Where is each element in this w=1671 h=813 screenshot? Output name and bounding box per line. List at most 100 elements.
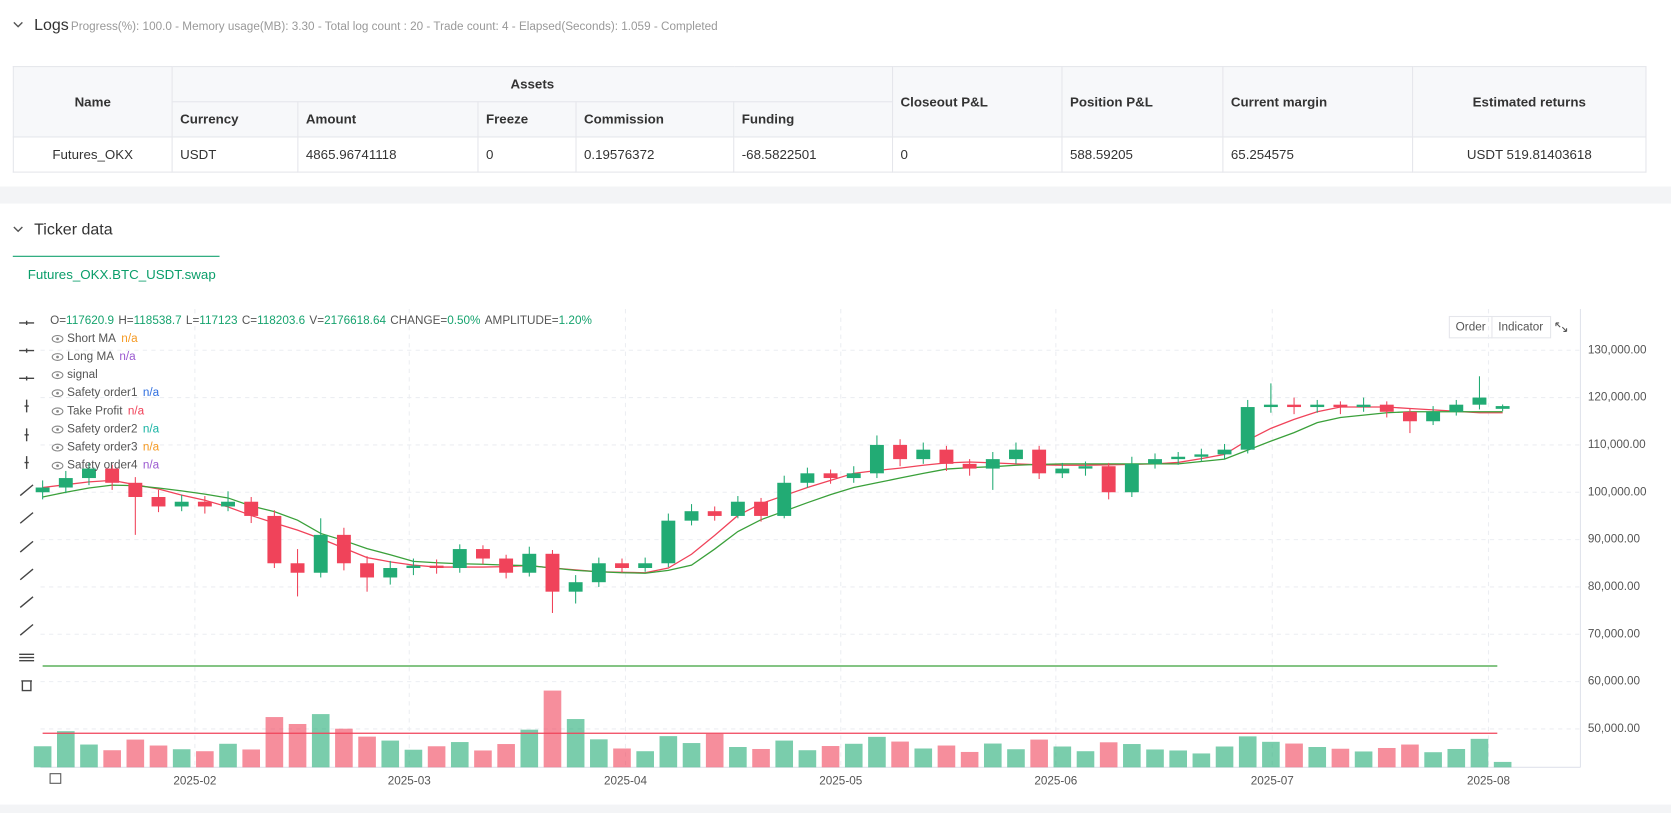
info-label: AMPLITUDE= bbox=[485, 314, 559, 327]
candle-body bbox=[823, 473, 838, 479]
legend-entry: Long MA n/a bbox=[67, 350, 136, 363]
candle-body bbox=[1240, 407, 1255, 450]
volume-bar bbox=[196, 751, 214, 768]
candle-body bbox=[128, 482, 143, 497]
tool-icon[interactable] bbox=[19, 484, 34, 497]
volume-bar bbox=[543, 690, 562, 768]
indicator-button[interactable] bbox=[1491, 315, 1552, 339]
candle-body bbox=[754, 501, 768, 516]
volume-bar bbox=[474, 750, 492, 768]
calendar-icon[interactable] bbox=[49, 773, 62, 784]
volume-bar bbox=[1493, 761, 1512, 768]
collapse-icon[interactable] bbox=[12, 19, 25, 30]
eye-icon[interactable] bbox=[51, 334, 64, 343]
volume-bar bbox=[1308, 747, 1327, 768]
candle-body bbox=[1217, 449, 1232, 455]
volume-bar bbox=[613, 748, 631, 768]
tool-icon[interactable] bbox=[19, 596, 34, 608]
candle-body bbox=[1101, 466, 1116, 493]
info-label: V= bbox=[309, 314, 324, 327]
volume-bar bbox=[752, 748, 770, 768]
fullscreen-icon[interactable] bbox=[1555, 322, 1568, 332]
ma-line bbox=[42, 411, 1503, 574]
info-label: H= bbox=[118, 314, 133, 327]
tool-icon[interactable] bbox=[24, 428, 29, 442]
legend-name: Take Profit bbox=[67, 404, 123, 417]
volume-bar bbox=[1377, 747, 1396, 768]
volume-bar bbox=[288, 723, 307, 768]
info-value: 0.50% bbox=[447, 314, 480, 327]
y-tick-label: 100,000.00 bbox=[1588, 485, 1647, 498]
legend-entry: Safety order2 n/a bbox=[67, 423, 159, 436]
info-value: 2176618.64 bbox=[324, 314, 386, 327]
volume-bar bbox=[311, 714, 330, 768]
volume-bar bbox=[1099, 742, 1118, 768]
legend-entry: signal bbox=[67, 368, 98, 381]
cell: -68.5822501 bbox=[733, 136, 894, 173]
candle-body bbox=[499, 558, 514, 573]
candle-body bbox=[174, 501, 189, 507]
candle-body bbox=[1472, 397, 1487, 405]
candle-body bbox=[522, 553, 537, 573]
volume-bar bbox=[983, 743, 1002, 768]
eye-icon[interactable] bbox=[51, 461, 64, 470]
tool-icon[interactable] bbox=[19, 348, 35, 353]
x-tick-label: 2025-04 bbox=[604, 774, 647, 787]
volume-bar bbox=[1262, 741, 1280, 768]
legend-name: signal bbox=[67, 368, 98, 381]
legend-entry: Safety order4 n/a bbox=[67, 459, 159, 472]
volume-bar bbox=[1123, 744, 1141, 768]
candle-body bbox=[35, 487, 50, 493]
logs-header: Logs Progress(%): 100.0 - Memory usage(MB… bbox=[34, 16, 718, 34]
legend-value: n/a bbox=[121, 332, 138, 345]
button-label[interactable]: Order bbox=[1456, 320, 1486, 333]
column-header: Current margin bbox=[1222, 66, 1414, 138]
candle-body bbox=[615, 563, 629, 569]
volume-bar bbox=[1146, 749, 1164, 768]
candle-body bbox=[846, 473, 861, 479]
eye-icon[interactable] bbox=[51, 353, 64, 361]
candle-body bbox=[1148, 459, 1162, 464]
eye-icon bbox=[56, 428, 59, 431]
info-label: L= bbox=[186, 314, 200, 327]
eye-icon bbox=[56, 464, 59, 468]
y-tick-label: 120,000.00 bbox=[1588, 391, 1647, 404]
tool-icon[interactable] bbox=[24, 456, 29, 469]
volume-bar bbox=[1331, 748, 1350, 768]
eye-icon[interactable] bbox=[51, 443, 64, 452]
tool-icon[interactable] bbox=[19, 568, 34, 581]
eye-icon[interactable] bbox=[51, 425, 64, 434]
candle-body bbox=[916, 449, 931, 460]
symbol-tab[interactable]: Futures_OKX.BTC_USDT.swap bbox=[12, 255, 220, 292]
volume-bar bbox=[219, 743, 237, 768]
volume-bar bbox=[265, 717, 284, 768]
cell: 0 bbox=[891, 136, 1063, 173]
tool-icon[interactable] bbox=[19, 512, 34, 524]
volume-bar bbox=[404, 749, 423, 768]
tool-icon[interactable] bbox=[19, 320, 35, 326]
tool-icon[interactable] bbox=[24, 399, 29, 413]
candle-body bbox=[545, 553, 560, 592]
legend-value: n/a bbox=[143, 441, 160, 454]
volume-bar bbox=[705, 733, 724, 768]
eye-icon[interactable] bbox=[51, 371, 64, 380]
candle-body bbox=[1055, 468, 1070, 474]
volume-bar bbox=[682, 743, 701, 768]
legend-value: n/a bbox=[119, 350, 136, 363]
info-value: 117620.9 bbox=[66, 314, 114, 327]
volume-bar bbox=[33, 746, 52, 768]
info-value: 117123 bbox=[199, 314, 237, 327]
tool-icon[interactable] bbox=[19, 540, 34, 553]
candle-body bbox=[1287, 404, 1302, 408]
collapse-icon[interactable] bbox=[12, 224, 25, 235]
tool-icon[interactable] bbox=[19, 623, 34, 636]
tool-icon[interactable] bbox=[19, 376, 35, 381]
eye-icon[interactable] bbox=[51, 407, 64, 416]
info-label: C= bbox=[242, 314, 257, 327]
tool-icon[interactable] bbox=[21, 680, 32, 692]
tool-icon[interactable] bbox=[19, 653, 35, 662]
button-label[interactable]: Indicator bbox=[1498, 320, 1543, 333]
eye-icon[interactable] bbox=[51, 389, 64, 398]
legend-entry: Take Profit n/a bbox=[67, 404, 144, 417]
